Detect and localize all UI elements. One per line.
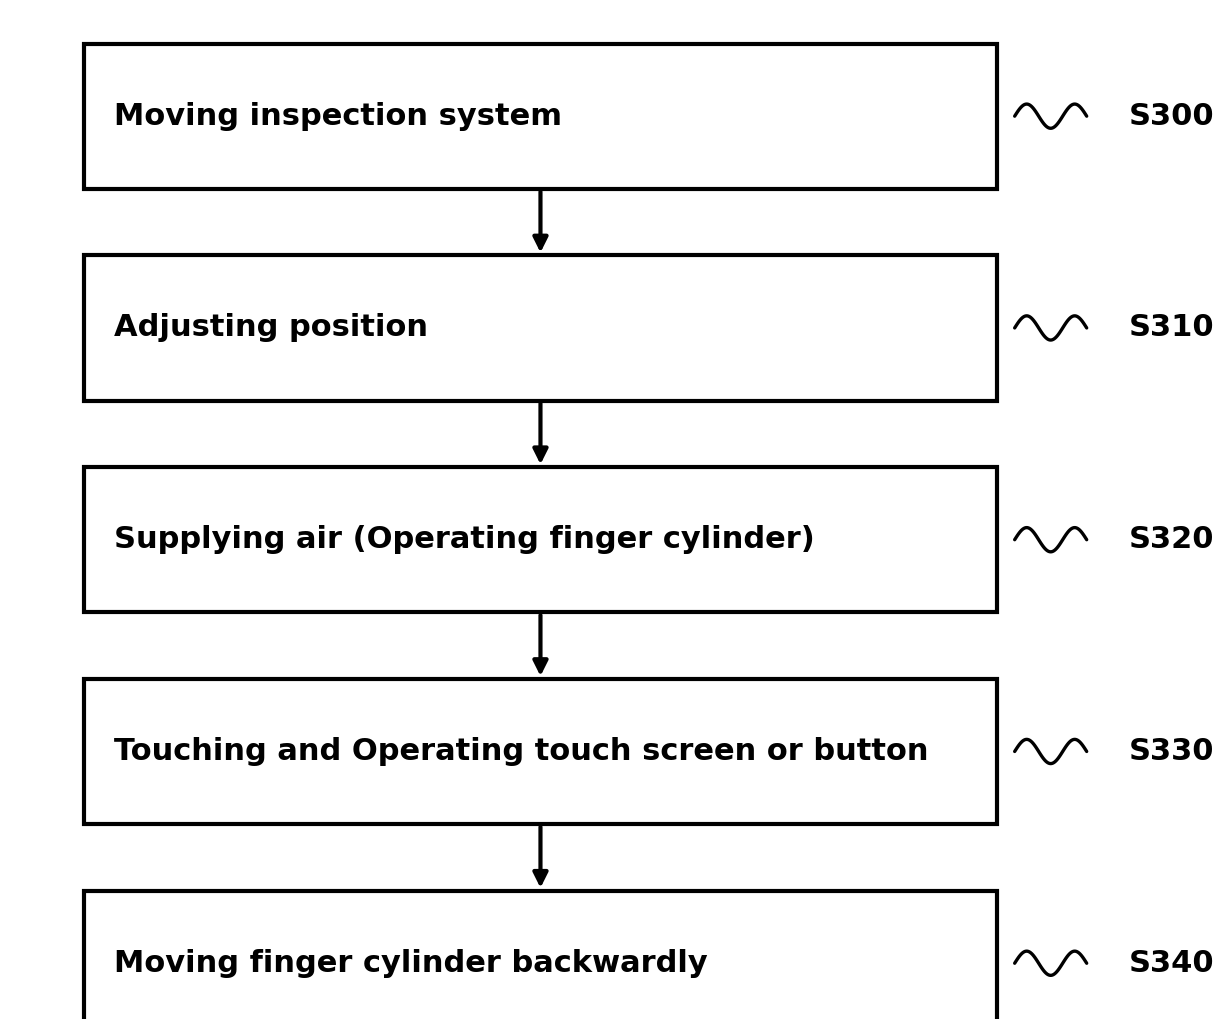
Text: S310: S310 [1128, 314, 1214, 343]
Text: S320: S320 [1128, 525, 1214, 555]
Text: S300: S300 [1128, 102, 1214, 131]
Text: Touching and Operating touch screen or button: Touching and Operating touch screen or b… [114, 737, 929, 766]
Text: Adjusting position: Adjusting position [114, 314, 429, 343]
Bar [85, 43, 997, 188]
Text: S330: S330 [1128, 737, 1214, 766]
Bar [85, 255, 997, 400]
Text: Moving finger cylinder backwardly: Moving finger cylinder backwardly [114, 949, 708, 978]
Text: Supplying air (Operating finger cylinder): Supplying air (Operating finger cylinder… [114, 525, 815, 555]
Text: S340: S340 [1128, 949, 1214, 978]
Text: Moving inspection system: Moving inspection system [114, 102, 562, 131]
Bar [85, 467, 997, 612]
Bar [85, 679, 997, 824]
Bar [85, 891, 997, 1029]
